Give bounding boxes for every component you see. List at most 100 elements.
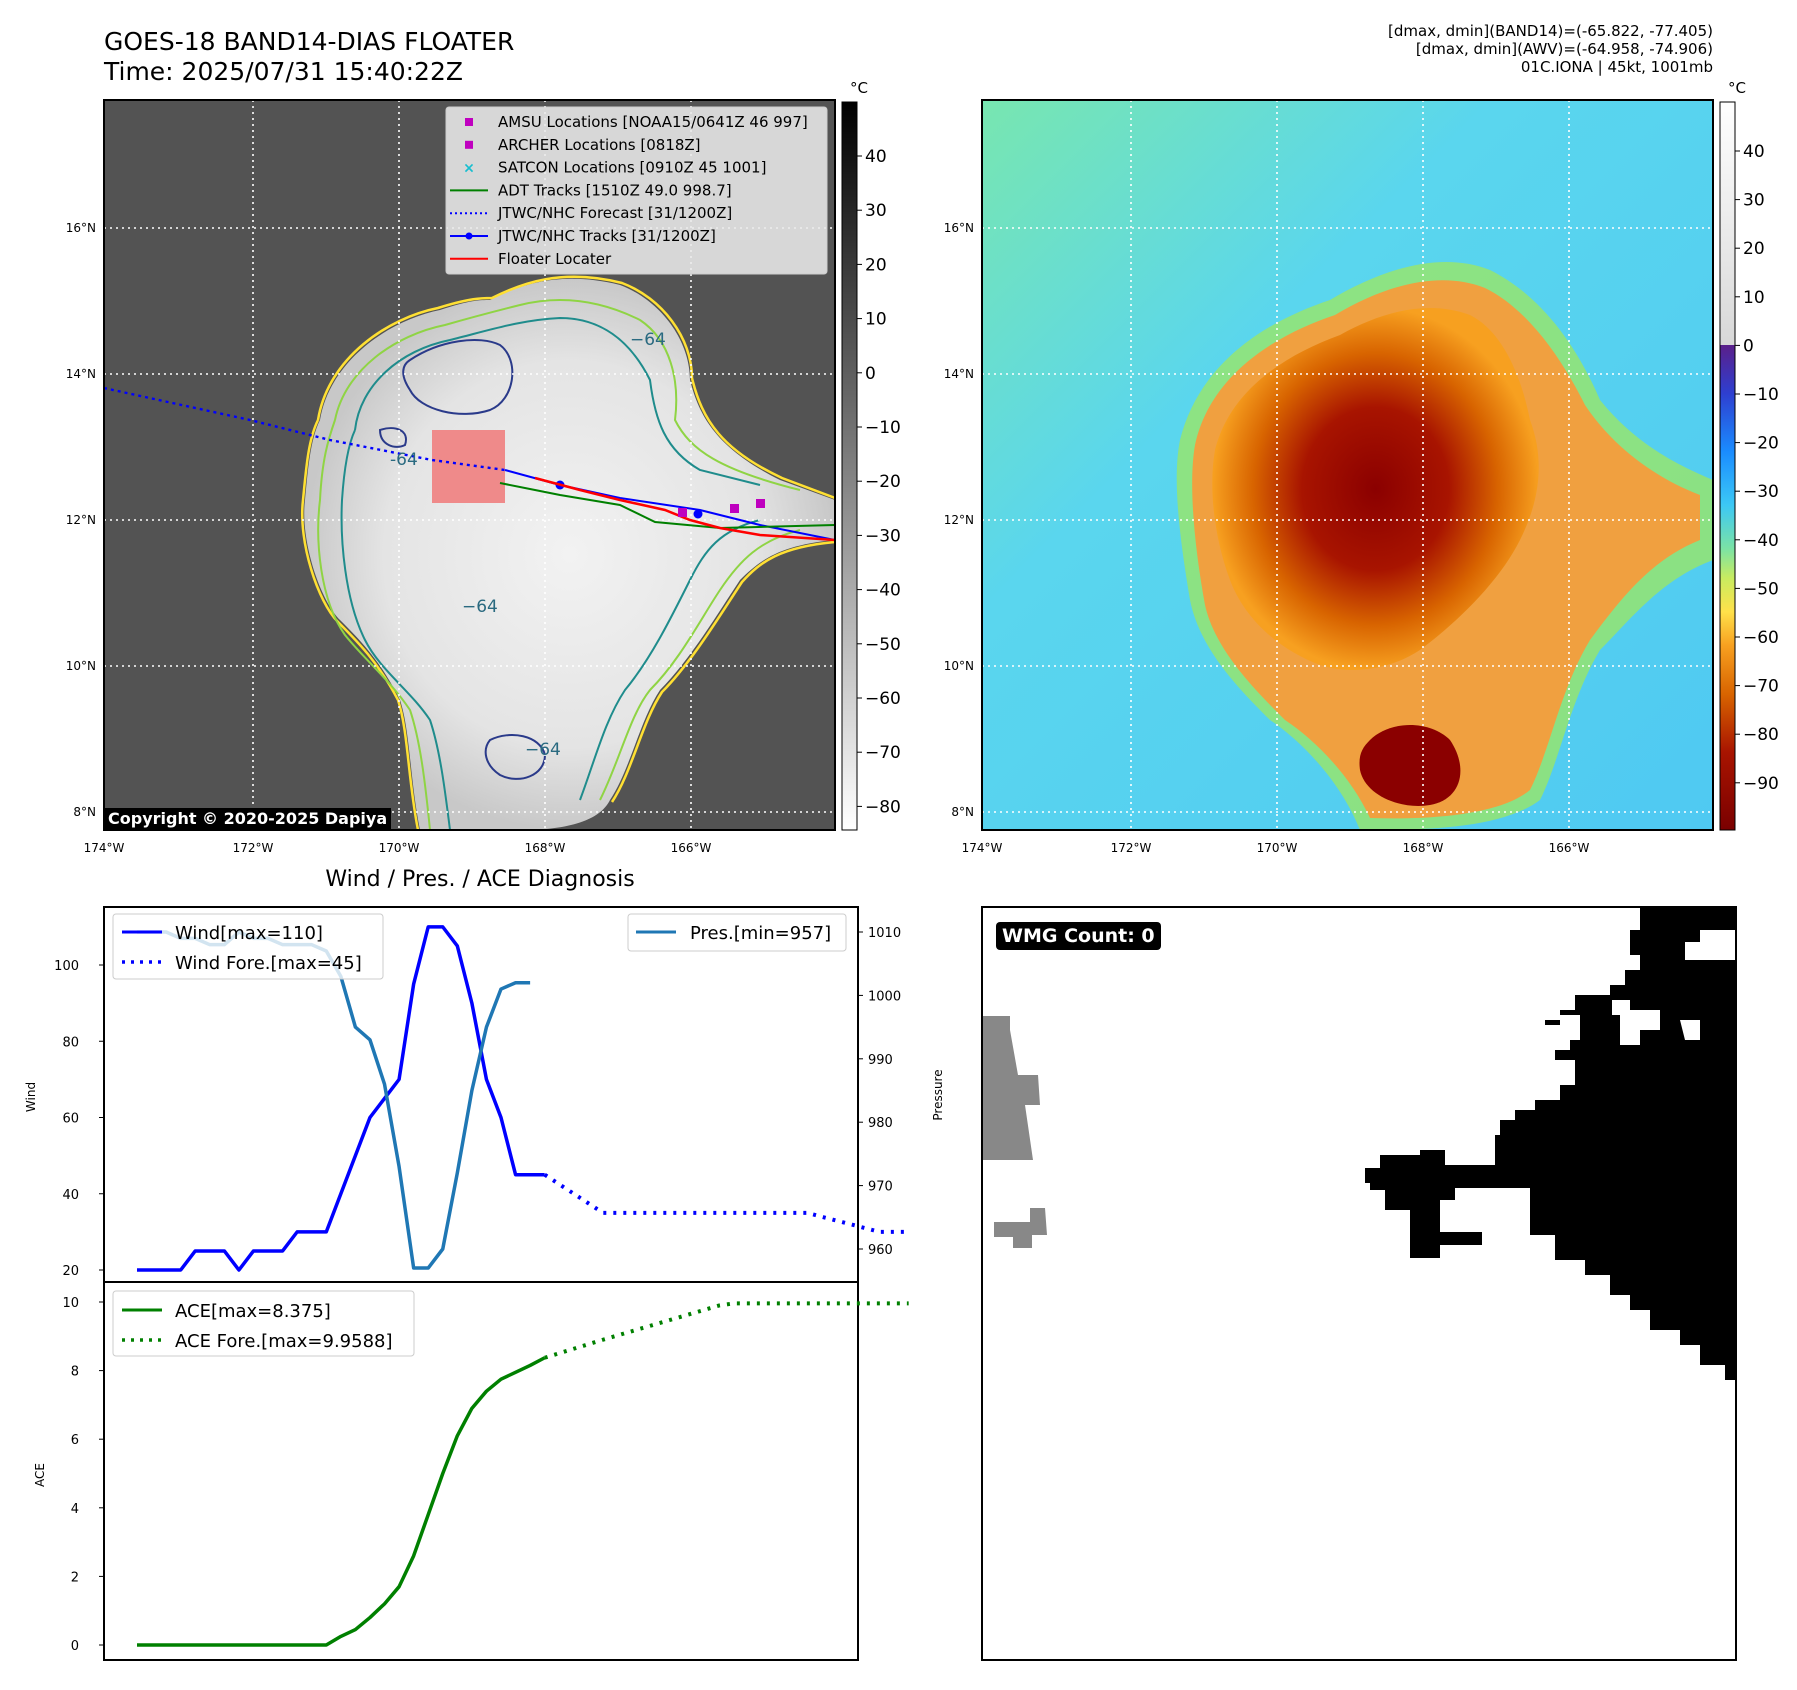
contour-label: −64 <box>630 330 666 350</box>
jtwc-track-point <box>693 509 703 519</box>
ace-tick-label: 2 <box>71 1570 79 1585</box>
lon-tick-label: 174°W <box>962 841 1003 855</box>
ir-colorbar-tick: 20 <box>865 255 887 275</box>
legend-item-label: JTWC/NHC Forecast [31/1200Z] <box>497 204 732 222</box>
legend-item-label: ARCHER Locations [0818Z] <box>498 136 701 154</box>
awv-colorbar-tick: −80 <box>1743 725 1779 745</box>
awv-colorbar-tick: −50 <box>1743 579 1779 599</box>
title-line-2: Time: 2025/07/31 15:40:22Z <box>104 57 463 86</box>
ir-colorbar-tick: 30 <box>865 201 887 221</box>
lon-tick-label: 166°W <box>1549 841 1590 855</box>
awv-colorbar-tick: 0 <box>1743 336 1754 356</box>
awv-colorbar-tick: 10 <box>1743 288 1765 308</box>
pressure-tick-label: 970 <box>868 1180 893 1195</box>
wmg-gray-region <box>983 1016 1047 1248</box>
ir-colorbar-tick: −70 <box>865 743 901 763</box>
meta-band14-range: [dmax, dmin](BAND14)=(-65.822, -77.405) <box>1388 22 1713 40</box>
ir-colorbar-ticks: 40 30 20 10 0 −10 −20 −30 −40 −50 −60 −70 −80 <box>857 147 901 817</box>
pressure-tick-label: 990 <box>868 1053 893 1068</box>
archer-location <box>730 504 739 513</box>
awv-colorbar-tick: −10 <box>1743 385 1779 405</box>
contour-label: −64 <box>462 597 498 617</box>
metadata-block: [dmax, dmin](BAND14)=(-65.822, -77.405) … <box>1388 22 1713 76</box>
figure-title: GOES-18 BAND14-DIAS FLOATER Time: 2025/0… <box>104 27 514 87</box>
ir-colorbar-tick: −10 <box>865 418 901 438</box>
ace-series-line <box>137 1356 546 1647</box>
lat-tick-label: 12°N <box>944 513 974 527</box>
ace-tick-label: 10 <box>62 1296 79 1311</box>
ir-colorbar-tick: 40 <box>865 147 887 167</box>
map-axis-ticks: 174°W 172°W 170°W 168°W 166°W 16°N 14°N 12°N 10°… <box>66 221 1590 855</box>
legend-marker: × <box>463 161 475 177</box>
wind-tick-label: 20 <box>62 1264 79 1279</box>
awv-graticule <box>982 100 1713 830</box>
legend-item-label: ADT Tracks [1510Z 49.0 998.7] <box>498 181 732 199</box>
awv-colorbar-tick: −40 <box>1743 531 1779 551</box>
ace-tick-label: 6 <box>71 1433 79 1448</box>
ir-colorbar-tick: −60 <box>865 689 901 709</box>
contour-label: -64 <box>390 450 418 470</box>
wind-axis-label: Wind <box>24 1082 38 1112</box>
lon-tick-label: 168°W <box>1403 841 1444 855</box>
awv-map-panel <box>982 100 1713 830</box>
lat-tick-label: 12°N <box>66 513 96 527</box>
awv-colorbar <box>1719 101 1736 831</box>
ace-axis-label: ACE <box>33 1463 47 1487</box>
floater-locater-track <box>534 476 835 542</box>
awv-colorbar-unit: °C <box>1728 79 1746 97</box>
ace-plot: 10 8 6 4 2 0 <box>62 1296 909 1654</box>
legend-ace: ACE[max=8.375] <box>175 1301 331 1322</box>
ir-contour-teal <box>340 316 761 830</box>
ir-map-frame <box>103 99 836 831</box>
ace-legend: ACE[max=8.375] ACE Fore.[max=9.9588] <box>112 1290 415 1357</box>
wind-forecast-line <box>543 1173 909 1234</box>
wind-legend: Wind[max=110] Wind Fore.[max=45] <box>112 913 384 980</box>
contour-label: −64 <box>525 740 561 760</box>
ace-tick-label: 8 <box>71 1365 79 1380</box>
ir-cloud-mass <box>304 278 835 830</box>
awv-colorbar-tick: −60 <box>1743 628 1779 648</box>
lon-tick-label: 168°W <box>525 841 566 855</box>
lon-tick-label: 172°W <box>1111 841 1152 855</box>
ir-colorbar-tick: −40 <box>865 581 901 601</box>
ir-legend: AMSU Locations [NOAA15/0641Z 46 997] ARCH… <box>445 106 828 275</box>
wind-tick-label: 100 <box>54 959 79 974</box>
lon-tick-label: 174°W <box>84 841 125 855</box>
legend-item-label: AMSU Locations [NOAA15/0641Z 46 997] <box>498 113 808 131</box>
ir-colorbar-tick: −50 <box>865 635 901 655</box>
wind-tick-label: 80 <box>62 1035 79 1050</box>
meta-awv-range: [dmax, dmin](AWV)=(-64.958, -74.906) <box>1415 40 1713 58</box>
ace-tick-label: 0 <box>71 1639 79 1654</box>
diagnosis-title: Wind / Pres. / ACE Diagnosis <box>325 867 634 892</box>
pressure-tick-label: 1010 <box>868 926 901 941</box>
pressure-tick-label: 980 <box>868 1116 893 1131</box>
lat-tick-label: 8°N <box>951 805 974 819</box>
wind-series-line <box>137 925 545 1272</box>
ir-colorbar <box>841 101 858 831</box>
meta-storm-info: 01C.IONA | 45kt, 1001mb <box>1520 58 1713 76</box>
lon-tick-label: 166°W <box>671 841 712 855</box>
lat-tick-label: 10°N <box>66 659 96 673</box>
amsu-location <box>678 508 687 517</box>
legend-wind: Wind[max=110] <box>175 923 323 944</box>
legend-marker <box>465 140 473 149</box>
awv-colorbar-tick: 30 <box>1743 191 1765 211</box>
lat-tick-label: 16°N <box>944 221 974 235</box>
awv-colorbar-tick: 40 <box>1743 142 1765 162</box>
ace-frame <box>103 1281 859 1661</box>
awv-colorbar-tick: −70 <box>1743 677 1779 697</box>
ir-contour-green <box>317 299 801 830</box>
legend-pres: Pres.[min=957] <box>690 923 831 944</box>
lat-tick-label: 16°N <box>66 221 96 235</box>
ir-contour-navy <box>378 339 547 780</box>
awv-colorbar-tick: −30 <box>1743 482 1779 502</box>
lat-tick-label: 14°N <box>66 367 96 381</box>
legend-marker <box>465 118 473 126</box>
pressure-tick-label: 1000 <box>868 989 901 1004</box>
ir-colorbar-tick: 0 <box>865 364 876 384</box>
ir-colorbar-unit: °C <box>850 79 868 97</box>
ir-colorbar-tick: −20 <box>865 472 901 492</box>
ir-colorbar-tick: −80 <box>865 797 901 817</box>
copyright-badge: Copyright © 2020-2025 Dapiya <box>104 808 392 829</box>
